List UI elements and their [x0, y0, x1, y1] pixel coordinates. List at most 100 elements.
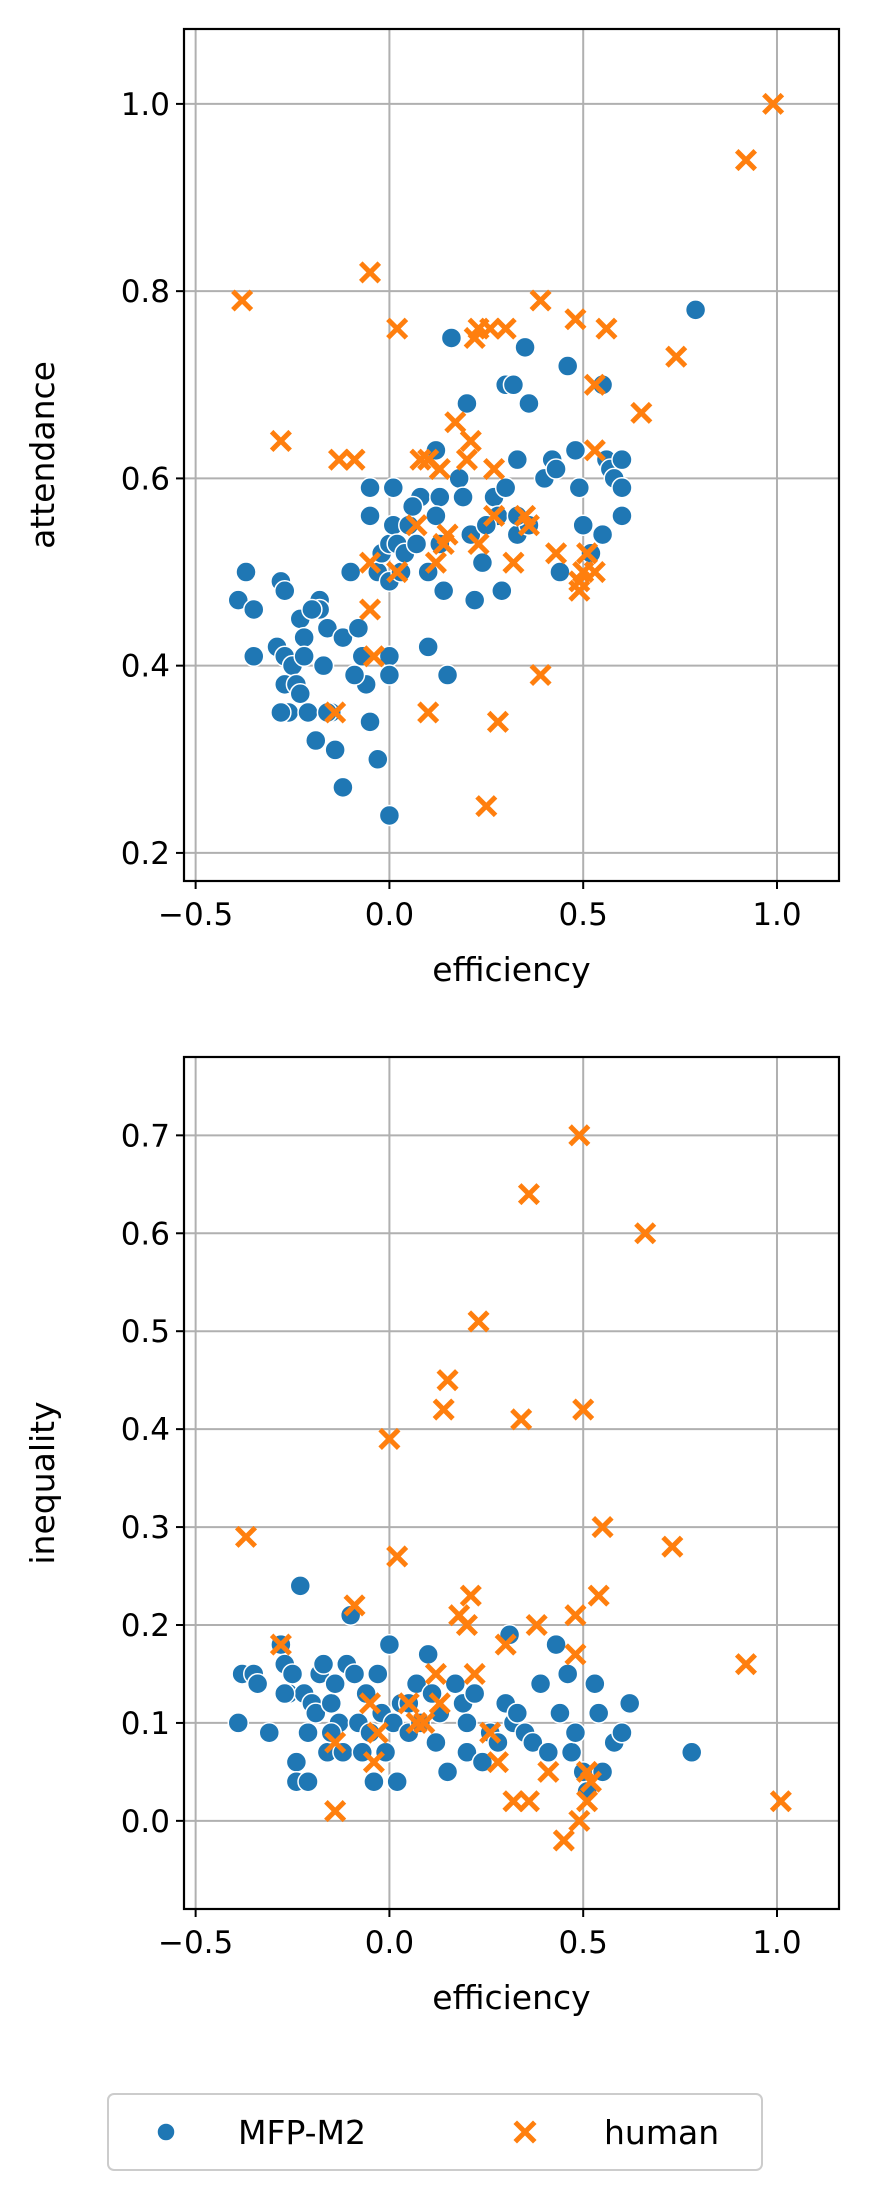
scatter-efficiency-vs-inequality: −0.5 0.0 0.5 1.0 0.0 0.1 0.2 0.3 0.4 0.5 0.6 0.7 ef…: [23, 1055, 841, 2017]
axis-ticks: −0.5 0.0 0.5 1.0 0.0 0.1 0.2 0.3 0.4 0.5 0.6 0.7: [121, 1118, 802, 1961]
point-mfp-m2: [347, 617, 370, 639]
point-mfp-m2: [320, 1721, 343, 1744]
point-mfp-m2: [339, 561, 362, 583]
point-human: [455, 1613, 478, 1637]
point-human: [568, 1124, 591, 1147]
point-human: [583, 439, 606, 462]
point-mfp-m2: [289, 1575, 312, 1597]
point-human: [517, 514, 540, 537]
legend-marker-circle-icon: [156, 2122, 176, 2142]
point-mfp-m2: [471, 551, 494, 574]
legend-label-mfp-m2: MFP-M2: [238, 2113, 366, 2152]
point-mfp-m2: [293, 626, 315, 649]
point-mfp-m2: [227, 589, 250, 611]
point-mfp-m2: [378, 1633, 401, 1656]
point-human: [502, 1790, 525, 1813]
point-human: [413, 1711, 436, 1734]
y-tick-label: 0.5: [121, 1314, 170, 1350]
point-human: [630, 401, 653, 424]
point-mfp-m2: [587, 1702, 610, 1724]
y-tick-label: 1.0: [121, 87, 170, 123]
point-mfp-m2: [227, 1712, 250, 1734]
y-tick-label: 0.2: [121, 1608, 170, 1644]
point-mfp-m2: [312, 1653, 335, 1675]
point-human: [358, 1692, 382, 1715]
point-mfp-m2: [463, 589, 486, 611]
point-human: [572, 1398, 595, 1421]
point-human: [665, 345, 688, 368]
point-mfp-m2: [359, 711, 381, 733]
point-human: [436, 523, 459, 546]
point-human: [327, 448, 351, 471]
point-human: [537, 1760, 560, 1783]
point-human: [564, 1604, 587, 1627]
point-human: [417, 701, 440, 724]
point-human: [467, 532, 490, 555]
point-human: [343, 1594, 366, 1617]
point-human: [324, 1800, 347, 1823]
point-mfp-m2: [584, 1673, 606, 1695]
point-human: [463, 1662, 486, 1686]
point-mfp-m2: [382, 1712, 405, 1734]
point-mfp-m2: [564, 439, 587, 462]
point-mfp-m2: [611, 505, 633, 527]
point-mfp-m2: [359, 477, 381, 499]
point-human: [428, 458, 451, 481]
point-human: [269, 1633, 292, 1656]
point-mfp-m2: [618, 1692, 641, 1715]
point-mfp-m2: [436, 1761, 459, 1783]
point-human: [343, 448, 366, 471]
point-mfp-m2: [471, 1751, 494, 1773]
point-human: [525, 1613, 548, 1637]
point-mfp-m2: [456, 1712, 478, 1734]
point-human: [517, 1183, 540, 1206]
point-human: [479, 1721, 502, 1744]
point-mfp-m2: [409, 1712, 432, 1734]
point-mfp-m2: [556, 355, 579, 377]
point-human: [576, 542, 599, 565]
point-human: [397, 1692, 420, 1715]
point-mfp-m2: [243, 598, 265, 621]
point-mfp-m2: [332, 626, 354, 649]
point-human: [386, 1545, 409, 1568]
point-human: [734, 1653, 758, 1676]
point-mfp-m2: [452, 486, 474, 508]
plot-frame: [182, 1055, 841, 1911]
point-mfp-m2: [297, 701, 319, 724]
point-human: [428, 1692, 451, 1715]
point-human: [762, 92, 785, 115]
point-mfp-m2: [491, 580, 513, 602]
y-tick-label: 0.4: [121, 1412, 170, 1448]
y-tick-label: 0.3: [121, 1510, 170, 1546]
point-mfp-m2: [522, 1731, 544, 1754]
point-mfp-m2: [297, 1721, 319, 1744]
point-human: [576, 1790, 599, 1813]
x-tick-label: 0.5: [559, 1925, 608, 1961]
point-mfp-m2: [545, 458, 567, 480]
point-human: [432, 1398, 455, 1421]
point-mfp-m2: [297, 1770, 319, 1793]
point-human: [467, 1310, 490, 1333]
point-human: [234, 1525, 258, 1548]
point-mfp-m2: [343, 664, 366, 686]
point-human: [409, 448, 432, 471]
point-human: [444, 411, 467, 434]
point-mfp-m2: [270, 701, 292, 724]
point-human: [552, 1829, 575, 1852]
point-mfp-m2: [305, 1702, 327, 1724]
point-human: [529, 663, 552, 687]
point-mfp-m2: [456, 392, 478, 415]
x-tick-label: 1.0: [752, 1925, 801, 1961]
point-mfp-m2: [285, 1751, 308, 1773]
point-mfp-m2: [572, 514, 594, 536]
point-human: [455, 448, 478, 471]
y-tick-label: 0.6: [121, 1216, 170, 1252]
legend-marker-x-icon: [513, 2120, 537, 2144]
point-human: [424, 1662, 447, 1686]
point-mfp-m2: [611, 477, 633, 499]
point-human: [362, 1751, 385, 1774]
point-mfp-m2: [448, 467, 470, 490]
y-axis-label: attendance: [23, 361, 62, 549]
point-human: [591, 1516, 614, 1539]
